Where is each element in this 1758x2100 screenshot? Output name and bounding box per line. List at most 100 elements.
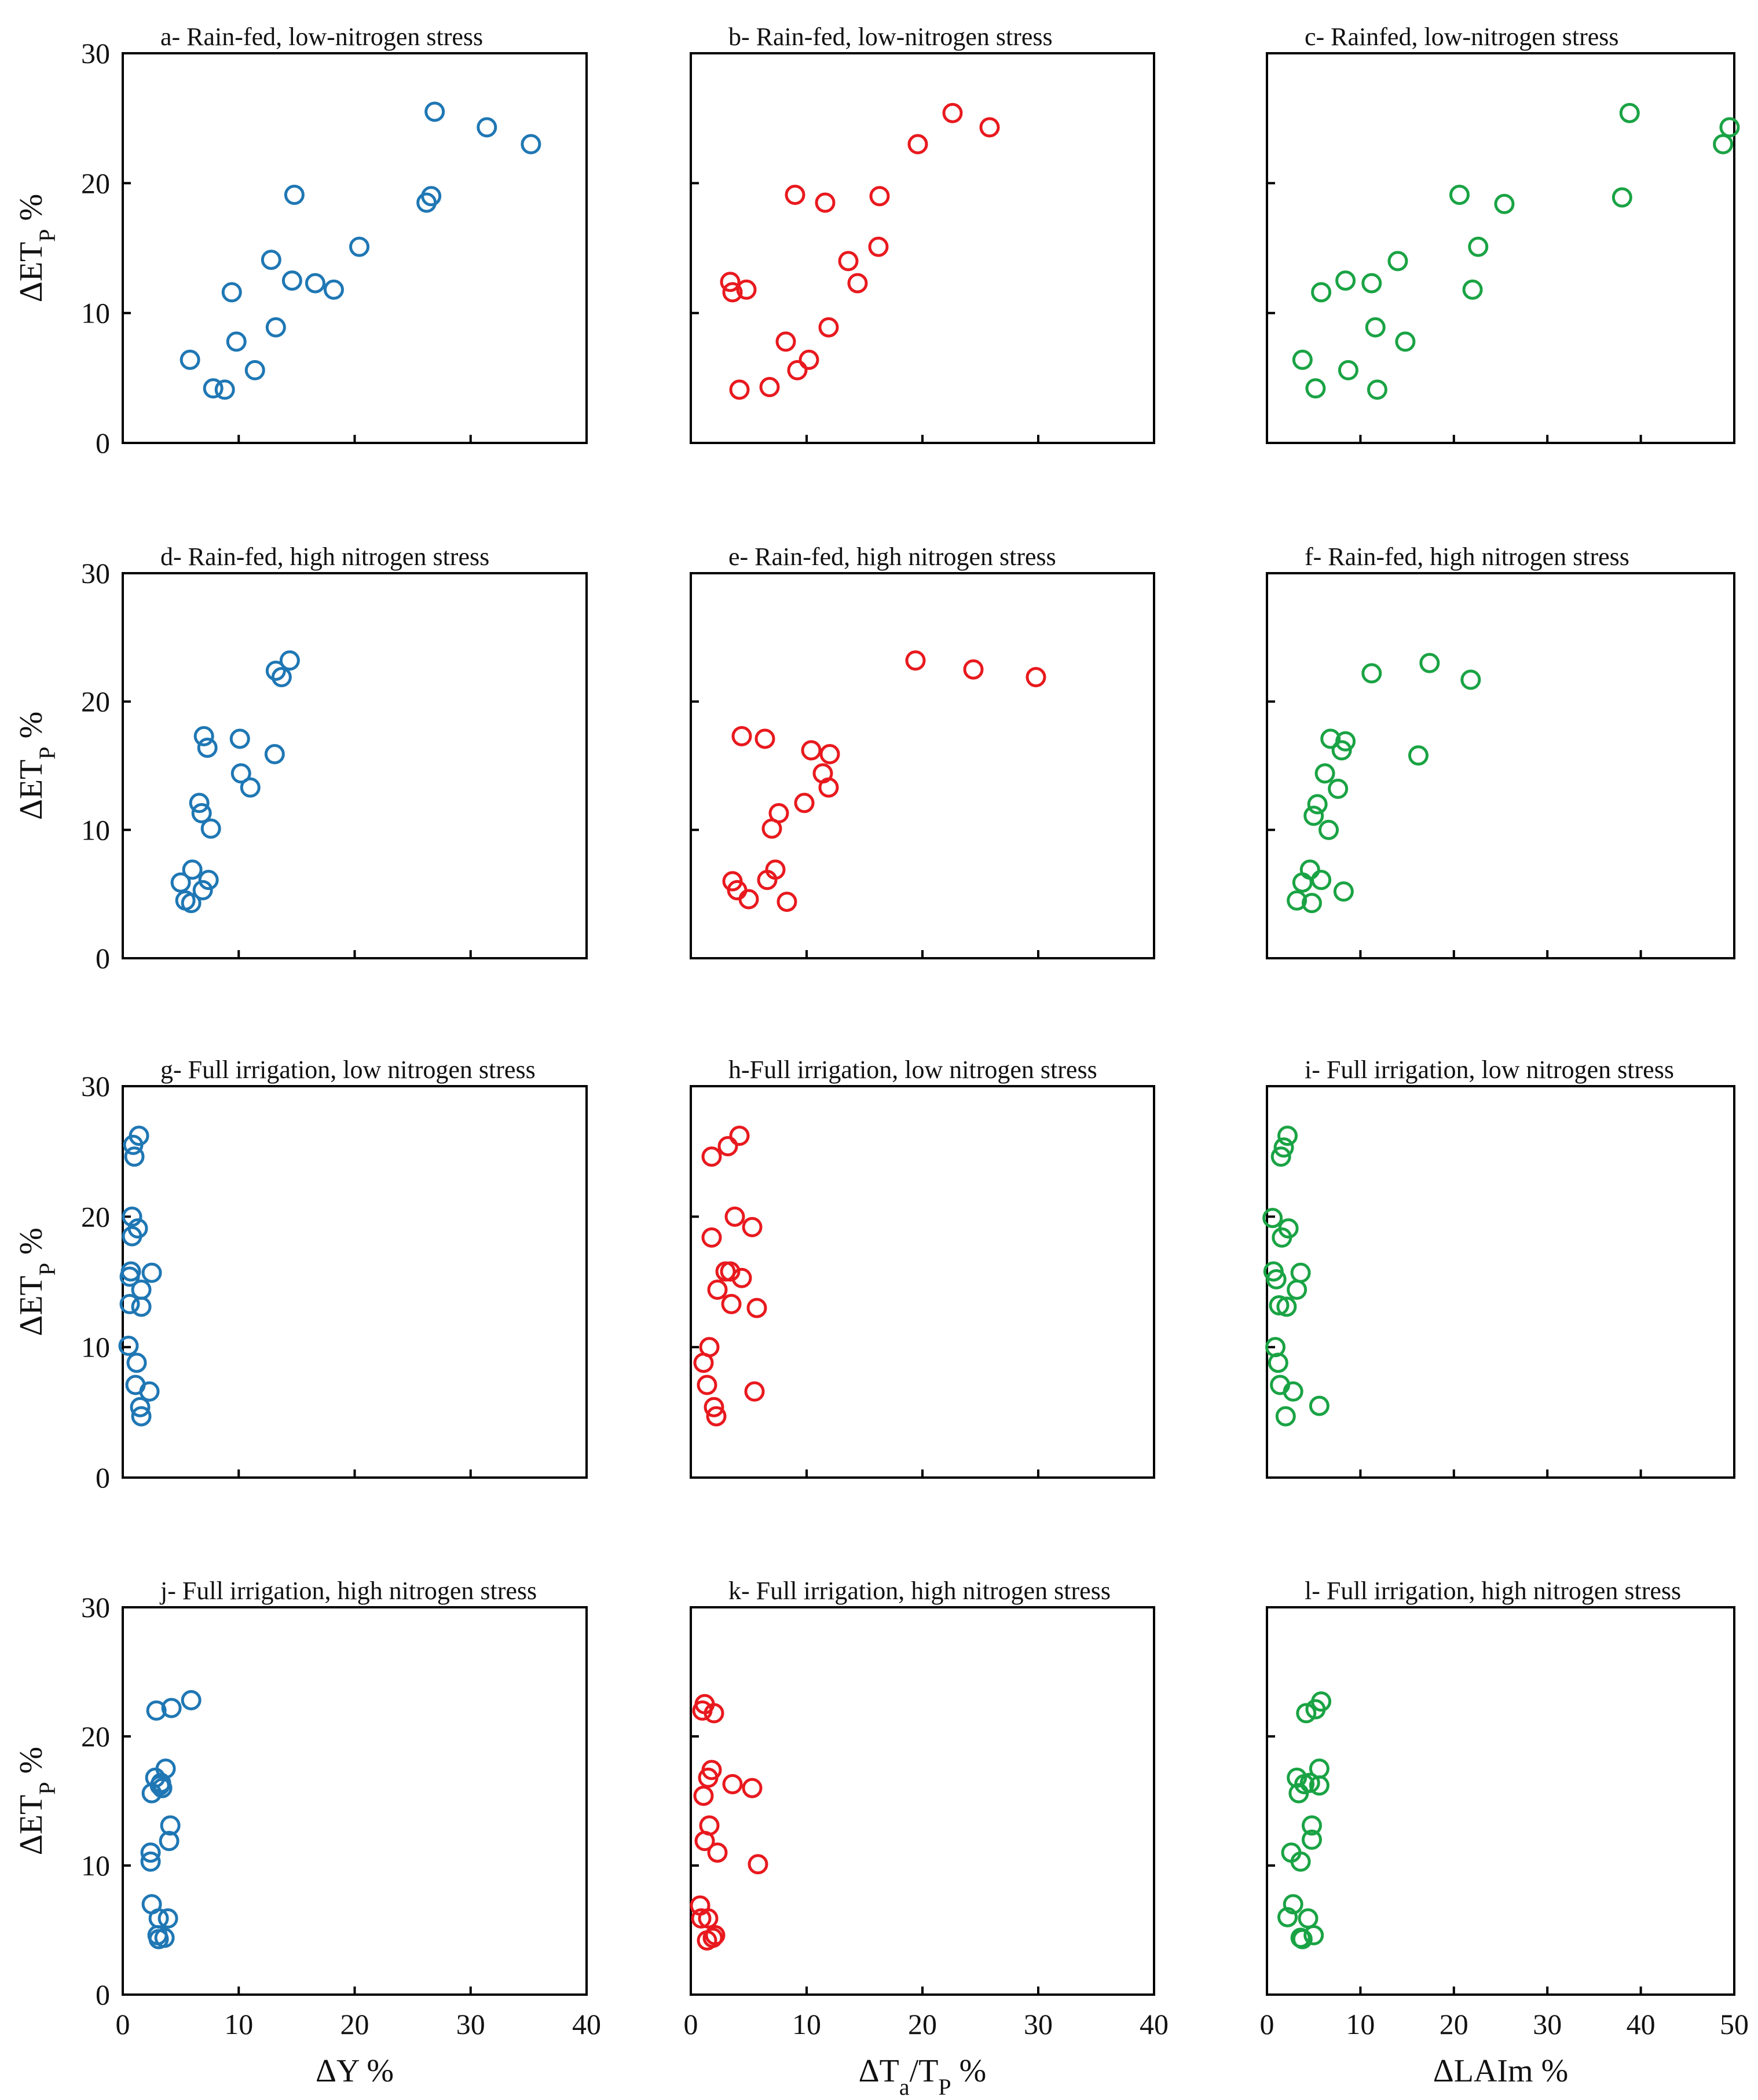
data-point [271,667,292,688]
data-point [1283,1894,1303,1915]
data-point [801,740,822,761]
y-tick-label: 30 [81,1591,110,1623]
data-point [1266,1269,1287,1289]
panel-k: k- Full irrigation, high nitrogen stress… [684,1577,1169,2100]
data-point [1367,379,1387,400]
data-point [244,360,265,380]
panel-f: f- Rain-fed, high nitrogen stress [1266,543,1735,959]
data-point [731,726,752,747]
data-point [155,1758,176,1779]
data-point [1361,663,1382,684]
x-tick-label: 30 [1024,2008,1053,2040]
x-tick-label: 20 [340,2008,369,2040]
data-point [131,1280,152,1300]
y-tick-label: 0 [96,1461,110,1494]
data-point [141,1262,162,1283]
data-point [264,744,285,765]
data-point [707,1280,728,1300]
data-point [203,378,224,399]
data-point [907,134,928,155]
data-point [697,1375,717,1395]
data-point [1408,745,1429,766]
data-point [1273,1137,1294,1158]
data-point [265,317,286,338]
data-point [1287,890,1307,911]
data-point [691,1908,712,1929]
data-point [170,872,191,893]
data-point [198,870,219,890]
data-point [1262,1208,1283,1229]
data-point [1305,378,1326,399]
x-tick-label: 20 [908,2008,937,2040]
data-point [181,893,202,914]
data-point [1713,134,1734,155]
data-point [1314,763,1335,784]
data-point [1335,270,1356,291]
panel-j-title: j- Full irrigation, high nitrogen stress [159,1577,537,1605]
y-tick-label: 0 [96,427,110,459]
data-point [722,1774,743,1795]
data-point [746,1298,767,1318]
data-point [140,1851,161,1872]
x-tick-label: 0 [1260,2008,1274,2040]
x-tick-label: 10 [792,2008,821,2040]
panel-g-title: g- Full irrigation, low nitrogen stress [160,1056,536,1084]
data-point [819,744,840,765]
data-point [729,1126,750,1146]
data-point [1612,187,1632,208]
panel-j: j- Full irrigation, high nitrogen stress… [13,1577,601,2089]
x-axis-label: ΔLAIm % [1433,2053,1569,2089]
data-point [701,1227,722,1248]
data-point [1301,1829,1322,1850]
data-point [847,273,868,294]
data-point [868,236,889,257]
data-point [1309,1395,1330,1416]
data-point [1311,1691,1332,1712]
y-tick-label: 30 [81,557,110,589]
panel-d-frame [122,572,588,959]
data-point [963,659,984,680]
data-point [122,1206,142,1227]
data-point [148,1908,169,1929]
data-point [124,1146,145,1167]
data-point [794,793,815,813]
data-point [1462,279,1483,300]
panel-i-title: i- Full irrigation, low nitrogen stress [1305,1056,1674,1084]
data-point [1449,185,1470,206]
data-point [698,1908,719,1929]
data-point [1301,1815,1322,1836]
panel-d-title: d- Rain-fed, high nitrogen stress [160,543,489,571]
data-point [240,777,261,798]
data-point [1278,1218,1299,1239]
x-axis-label-sub: a [899,2074,910,2100]
data-point [127,1218,148,1239]
panel-b-title: b- Rain-fed, low-nitrogen stress [728,23,1053,51]
data-point [1311,870,1332,890]
data-point [1320,728,1341,749]
y-tick-label: 10 [81,297,110,329]
data-point [1026,667,1046,688]
panel-f-title: f- Rain-fed, high nitrogen stress [1305,543,1629,571]
data-point [1277,1907,1298,1927]
data-point [704,1703,724,1724]
data-point [120,1261,141,1282]
data-point [1387,251,1408,272]
data-point [705,1925,726,1945]
panel-h-frame [690,1085,1155,1479]
data-point [744,1381,765,1402]
x-axis-label-main: ΔLAIm % [1433,2053,1569,2089]
y-axis-label: ΔETP % [13,194,60,302]
data-point [1287,1280,1307,1300]
data-point [815,192,836,213]
panel-b: b- Rain-fed, low-nitrogen stress [690,23,1155,444]
panel-d: d- Rain-fed, high nitrogen stress 0 10 20 30… [13,543,588,974]
data-point [1269,1295,1290,1316]
x-tick-label: 30 [1533,2008,1562,2040]
y-tick-label: 20 [81,167,110,199]
data-point [200,818,221,839]
data-point [1419,653,1440,673]
data-point [1296,1703,1317,1724]
data-point [126,1353,147,1373]
data-point [693,1786,714,1806]
